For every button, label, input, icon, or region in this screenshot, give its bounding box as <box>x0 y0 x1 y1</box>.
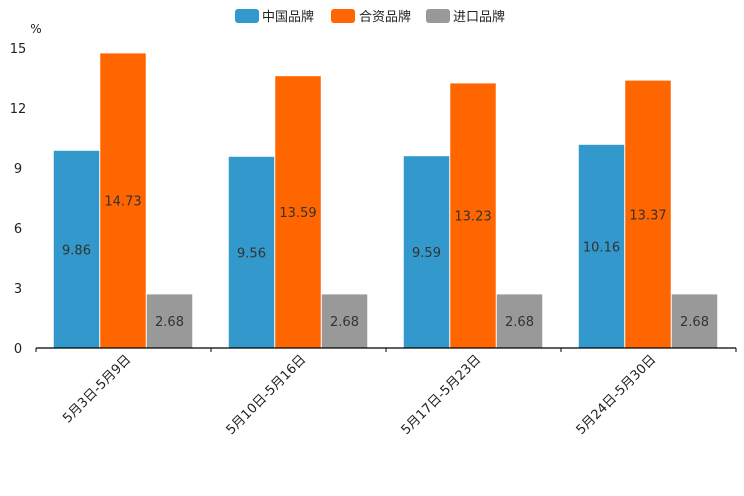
bar-2-3[interactable] <box>450 83 496 349</box>
bar-3-3[interactable] <box>496 294 543 348</box>
legend: 中国品牌 合资品牌 进口品牌 <box>235 9 505 25</box>
x-tick-label: 5月24日-5月30日 <box>574 352 660 438</box>
bar-3-1[interactable] <box>146 294 193 348</box>
y-tick-label: 9 <box>14 162 22 177</box>
data-label: 9.59 <box>412 246 441 261</box>
legend-swatch-3[interactable] <box>426 9 450 23</box>
data-label: 13.37 <box>629 208 666 223</box>
bar-1-4[interactable] <box>578 144 625 348</box>
data-label: 14.73 <box>104 195 141 210</box>
data-label: 2.68 <box>505 315 534 330</box>
y-tick-label: 15 <box>10 42 27 57</box>
y-tick-label: 3 <box>14 282 22 297</box>
data-label: 9.56 <box>237 246 266 261</box>
bar-1-3[interactable] <box>403 156 450 348</box>
data-label: 9.86 <box>62 243 91 258</box>
y-tick-label: 12 <box>10 102 27 117</box>
x-tick-label: 5月3日-5月9日 <box>60 352 134 426</box>
x-tick-label: 5月10日-5月16日 <box>224 352 310 438</box>
data-label: 13.23 <box>454 210 491 225</box>
legend-label-2[interactable]: 合资品牌 <box>359 9 411 25</box>
data-label: 2.68 <box>155 315 184 330</box>
bar-2-2[interactable] <box>275 76 321 348</box>
bar-2-1[interactable] <box>100 53 146 349</box>
bar-2-4[interactable] <box>625 80 671 348</box>
data-label: 2.68 <box>680 315 709 330</box>
x-tick-label: 5月17日-5月23日 <box>399 352 485 438</box>
legend-label-1[interactable]: 中国品牌 <box>262 9 314 25</box>
legend-label-3[interactable]: 进口品牌 <box>453 9 505 25</box>
y-tick-label: 6 <box>14 222 22 237</box>
y-axis-unit: % <box>30 22 41 36</box>
y-axis: 0 3 6 9 12 15 <box>10 42 27 357</box>
data-label: 13.59 <box>279 206 316 221</box>
legend-swatch-1[interactable] <box>235 9 259 23</box>
bar-3-2[interactable] <box>321 294 368 348</box>
bar-1-2[interactable] <box>228 156 275 348</box>
data-label: 2.68 <box>330 315 359 330</box>
x-axis: 5月3日-5月9日 5月10日-5月16日 5月17日-5月23日 5月24日-5月3… <box>35 347 737 438</box>
bars: 9.86 14.73 2.68 9.56 13.59 2.68 9.59 13.23 2.68 1… <box>53 53 718 349</box>
bar-1-1[interactable] <box>53 150 100 348</box>
y-tick-label: 0 <box>14 342 22 357</box>
data-label: 10.16 <box>583 240 620 255</box>
bar-3-4[interactable] <box>671 294 718 348</box>
legend-swatch-2[interactable] <box>331 9 355 23</box>
